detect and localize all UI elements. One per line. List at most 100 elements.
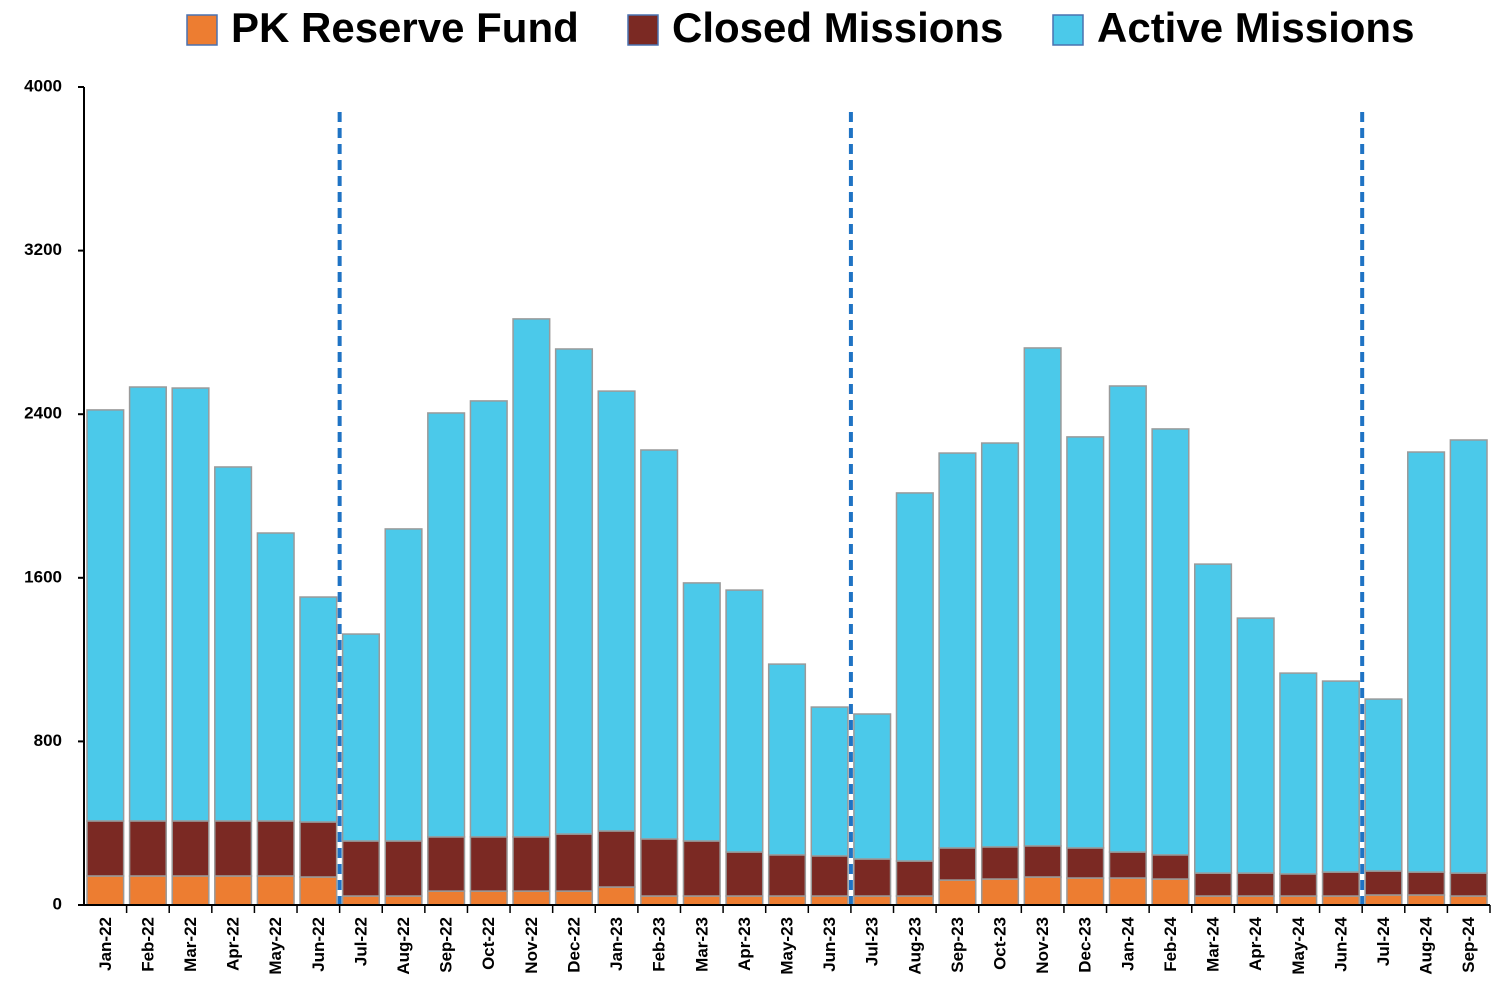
bar-segment: [1151, 428, 1190, 856]
bar-segment: [980, 442, 1020, 848]
bar-segment: [128, 875, 167, 906]
bar-segment: [597, 390, 636, 832]
x-tick-label: Jun-23: [820, 917, 839, 972]
bar-segment: [767, 895, 807, 906]
bar-segment: [384, 840, 423, 897]
bar-segment: [469, 400, 508, 838]
bar-segment: [1023, 876, 1062, 906]
x-tick-label: Dec-22: [564, 917, 583, 973]
bar-segment: [1321, 680, 1360, 873]
x-tick-label: May-22: [266, 917, 285, 975]
bar-segment: [1193, 895, 1233, 906]
bar-segment: [469, 890, 508, 906]
x-tick-label: Feb-24: [1161, 916, 1180, 971]
bar-segment: [1066, 877, 1105, 906]
bar-segment: [895, 860, 934, 897]
x-tick-label: Sep-24: [1459, 916, 1478, 972]
bar-segment: [1236, 895, 1275, 906]
bar-segment: [86, 820, 125, 877]
bar-segment: [853, 858, 892, 897]
bar-segment: [640, 838, 679, 897]
bar-segment: [682, 895, 721, 906]
x-tick-label: Mar-22: [181, 917, 200, 972]
bar-segment: [725, 851, 764, 897]
bar-segment: [853, 713, 892, 860]
y-tick-label: 0: [53, 894, 62, 913]
bar-segment: [1066, 436, 1105, 849]
x-tick-label: Jul-24: [1374, 916, 1393, 966]
bar-segment: [682, 582, 721, 842]
bar-segment: [427, 890, 466, 906]
x-tick-label: Sep-22: [437, 917, 456, 973]
bar-segment: [597, 830, 636, 888]
bar-segment: [1449, 895, 1488, 906]
legend-label: PK Reserve Fund: [231, 4, 579, 51]
bar-segment: [128, 386, 167, 822]
x-tick-label: Jul-22: [351, 917, 370, 966]
bar-segment: [554, 348, 594, 835]
x-tick-label: Nov-22: [522, 917, 541, 974]
bar-segment: [1066, 847, 1105, 879]
bar-segment: [256, 820, 295, 877]
x-tick-label: Apr-22: [224, 917, 243, 971]
x-tick-label: Aug-22: [394, 917, 413, 975]
bar-segment: [597, 886, 636, 906]
bar-segment: [1364, 870, 1403, 896]
bar-segment: [341, 633, 381, 842]
bar-segment: [512, 890, 551, 906]
bar-segment: [1407, 871, 1446, 896]
bar-segment: [299, 876, 338, 906]
bar-segment: [1151, 854, 1190, 880]
bar-segment: [895, 895, 934, 906]
bar-segment: [640, 449, 679, 840]
bar-segment: [214, 875, 253, 906]
x-tick-label: Apr-24: [1246, 916, 1265, 970]
bar-segment: [171, 387, 210, 822]
y-tick-label: 2400: [24, 404, 62, 423]
x-tick-label: Jan-23: [607, 917, 626, 971]
y-tick-label: 4000: [24, 76, 62, 95]
bar-segment: [1023, 845, 1062, 878]
bar-segment: [427, 836, 466, 892]
x-tick-label: Nov-23: [1033, 917, 1052, 974]
bar-segment: [810, 895, 849, 906]
bar-segment: [214, 466, 253, 822]
bar-segment: [938, 847, 977, 881]
x-tick-label: Oct-23: [991, 917, 1010, 970]
bar-segment: [256, 875, 295, 906]
bar-segment: [1449, 872, 1488, 897]
bar-segment: [1449, 439, 1488, 874]
x-tick-label: Jan-22: [96, 917, 115, 971]
bar-segment: [810, 706, 849, 857]
bar-segment: [256, 532, 295, 822]
x-tick-label: Oct-22: [479, 917, 498, 970]
bar-segment: [767, 854, 807, 897]
y-tick-label: 800: [34, 731, 62, 750]
bar-segment: [895, 492, 934, 862]
x-tick-label: Feb-22: [138, 917, 157, 972]
bar-segment: [299, 596, 338, 823]
bar-segment: [341, 895, 381, 906]
bar-segment: [86, 409, 125, 822]
bar-segment: [767, 663, 807, 856]
bar-segment: [640, 895, 679, 906]
bar-segment: [384, 895, 423, 906]
legend-swatch: [627, 14, 659, 46]
bar-segment: [1364, 698, 1403, 872]
bar-segment: [427, 412, 466, 838]
x-tick-label: Feb-23: [650, 917, 669, 972]
x-tick-label: Apr-23: [735, 917, 754, 971]
x-tick-label: Aug-24: [1417, 916, 1436, 974]
x-tick-label: Jun-24: [1331, 916, 1350, 971]
legend-swatch: [1052, 14, 1084, 46]
bar-segment: [853, 895, 892, 906]
bar-segment: [938, 879, 977, 906]
bar-segment: [512, 836, 551, 892]
bar-segment: [682, 840, 721, 897]
legend-label: Closed Missions: [672, 4, 1003, 51]
bar-segment: [1321, 871, 1360, 897]
bar-segment: [980, 878, 1020, 906]
bar-segment: [554, 833, 594, 892]
bar-segment: [725, 895, 764, 906]
